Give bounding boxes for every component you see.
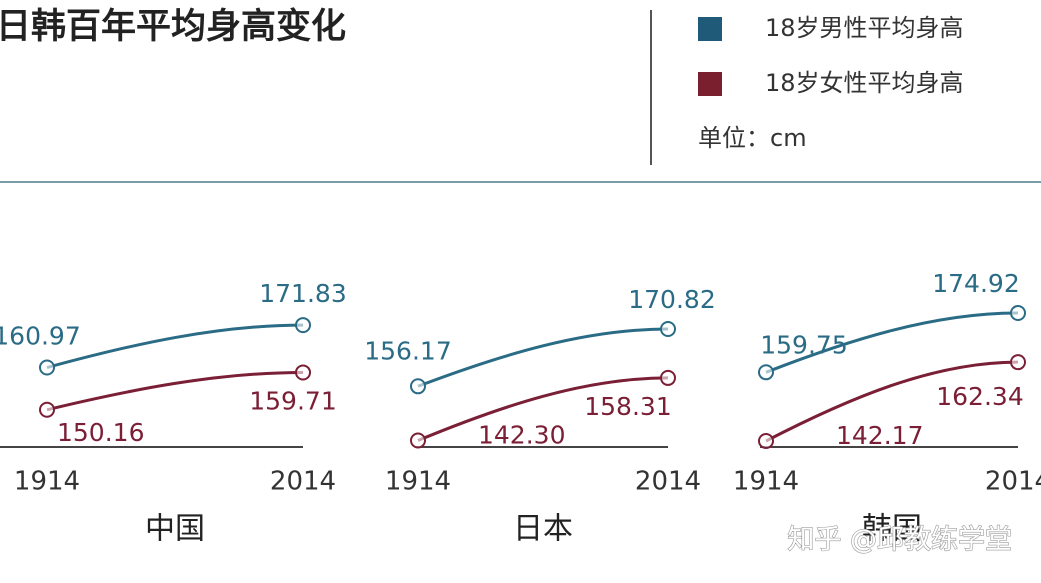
x-tick-label: 2014 (270, 467, 336, 497)
line (46, 323, 304, 369)
line (765, 311, 1019, 374)
legend-swatch (698, 17, 722, 41)
point (39, 359, 55, 376)
value-label: 162.34 (936, 382, 1023, 411)
legend-label: 18岁女性平均身高 (765, 69, 964, 97)
x-tick-label: 2014 (985, 467, 1041, 497)
value-label: 142.30 (478, 420, 565, 449)
legend-swatch (698, 72, 722, 96)
line (765, 360, 1019, 443)
point (295, 364, 311, 381)
point (410, 432, 426, 449)
value-label: 160.97 (0, 322, 81, 351)
point (758, 433, 774, 449)
value-label: 159.71 (249, 386, 336, 415)
value-label: 156.17 (364, 336, 451, 365)
value-label: 170.82 (628, 285, 715, 314)
line (417, 327, 669, 388)
value-label: 150.16 (57, 418, 144, 447)
line (46, 370, 304, 412)
point (295, 317, 311, 334)
value-label: 158.31 (584, 392, 671, 421)
legend-label: 18岁男性平均身高 (765, 14, 964, 42)
panel-title: 韩国 (862, 512, 922, 547)
x-tick-label: 2014 (635, 467, 701, 497)
watermark: 知乎 @邱教练学堂 (787, 525, 1012, 556)
x-tick-label: 1914 (14, 467, 80, 497)
x-tick-label: 1914 (733, 467, 799, 497)
line (417, 376, 669, 442)
value-label: 174.92 (932, 269, 1019, 298)
x-tick-label: 1914 (385, 467, 451, 497)
value-label: 171.83 (259, 279, 346, 308)
point (410, 378, 426, 395)
title: 日韩百年平均身高变化 (0, 7, 346, 47)
point (660, 369, 676, 386)
unit-label: 单位：cm (698, 124, 807, 152)
point (758, 364, 774, 381)
value-label: 142.17 (836, 421, 923, 450)
point (660, 321, 676, 338)
point (1010, 305, 1026, 321)
panel-title: 中国 (145, 512, 205, 547)
point (39, 401, 55, 418)
panel-title: 日本 (513, 512, 573, 547)
value-label: 159.75 (760, 330, 847, 359)
point (1010, 354, 1026, 371)
